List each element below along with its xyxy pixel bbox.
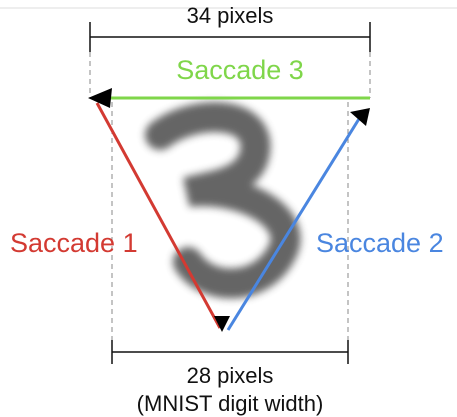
dimension-caption: (MNIST digit width) bbox=[137, 391, 324, 416]
saccade-label: Saccade 3 bbox=[176, 55, 304, 85]
arrowhead bbox=[88, 88, 112, 108]
arrowhead bbox=[350, 108, 370, 126]
saccade-label: Saccade 2 bbox=[316, 228, 444, 258]
dimension-label: 28 pixels bbox=[187, 363, 274, 388]
saccade-label: Saccade 1 bbox=[10, 228, 138, 258]
dimension-label: 34 pixels bbox=[187, 3, 274, 28]
digit-image bbox=[160, 117, 286, 283]
diagram: 34 pixels Saccade 3 Saccade 1 Saccade 2 … bbox=[0, 0, 457, 417]
bottom-dimension bbox=[112, 340, 348, 364]
